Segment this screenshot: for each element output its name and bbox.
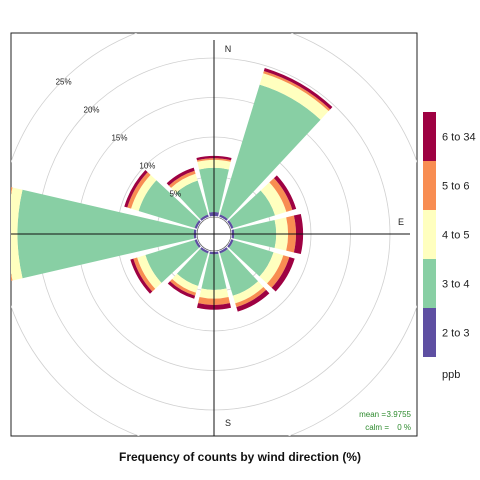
direction-axes bbox=[11, 40, 410, 436]
legend-swatch bbox=[423, 112, 436, 161]
radial-tick-label: 25% bbox=[56, 78, 72, 87]
wind-sector-segment bbox=[219, 247, 228, 254]
wind-sector-segment bbox=[228, 190, 276, 229]
legend-title: ppb bbox=[442, 369, 460, 381]
wind-sector-segment bbox=[194, 239, 201, 248]
wind-sector-segment bbox=[168, 170, 196, 188]
wind-sector-segment bbox=[127, 172, 151, 209]
direction-label-s: S bbox=[225, 418, 231, 428]
legend-label: 2 to 3 bbox=[442, 328, 470, 340]
wind-sector-segment bbox=[137, 254, 162, 289]
radial-tick-label: 5% bbox=[170, 189, 182, 198]
wind-sector-segment bbox=[1, 186, 9, 282]
wind-sector-segment bbox=[273, 175, 297, 211]
calm-label: calm = bbox=[365, 423, 389, 432]
calm-value: 0 % bbox=[397, 423, 411, 432]
wind-sector-segment bbox=[133, 257, 156, 292]
wind-sector-segment bbox=[169, 278, 197, 296]
wind-sector-segment bbox=[124, 170, 148, 208]
wind-sector-segment bbox=[219, 84, 321, 220]
mean-value: 3.9755 bbox=[387, 410, 412, 419]
wind-sector-segment bbox=[236, 289, 270, 312]
wind-sector-segment bbox=[259, 73, 329, 120]
radial-tick-label: 20% bbox=[84, 106, 100, 115]
radial-tick-label: 15% bbox=[111, 133, 127, 142]
wind-sector-segment bbox=[219, 214, 228, 221]
wind-sector-segment bbox=[145, 239, 200, 283]
wind-sector-segment bbox=[219, 248, 259, 296]
wind-sector-segment bbox=[200, 247, 209, 254]
legend-swatch bbox=[423, 210, 436, 259]
wind-sector-segment bbox=[227, 239, 234, 248]
wind-sector-segment bbox=[172, 273, 199, 293]
wind-sector-segment bbox=[138, 180, 200, 229]
legend-swatch bbox=[423, 308, 436, 357]
wind-sector-segment bbox=[131, 174, 157, 211]
chart-title: Frequency of counts by wind direction (%… bbox=[119, 450, 361, 464]
wind-sector-segment bbox=[200, 214, 209, 221]
wind-sector-segment bbox=[175, 180, 209, 220]
legend-label: 5 to 6 bbox=[442, 181, 470, 193]
wind-sector-segment bbox=[176, 248, 209, 286]
direction-label-e: E bbox=[398, 217, 404, 227]
wind-sector-segment bbox=[232, 281, 264, 304]
mean-label: mean = bbox=[359, 410, 386, 419]
legend-swatch bbox=[423, 259, 436, 308]
wind-sector-segment bbox=[260, 182, 287, 216]
direction-label-n: N bbox=[225, 44, 232, 54]
wind-sector-segment bbox=[235, 287, 267, 308]
legend-label: 4 to 5 bbox=[442, 230, 470, 242]
wind-sector-segment bbox=[194, 220, 201, 229]
legend-swatch bbox=[423, 161, 436, 210]
wind-sector-segment bbox=[259, 252, 284, 284]
legend: 6 to 34 5 to 6 4 to 5 3 to 4 2 to 3 bbox=[423, 112, 476, 357]
legend-label: 3 to 4 bbox=[442, 279, 470, 291]
wind-sector-segment bbox=[171, 173, 198, 194]
wind-sector-segment bbox=[269, 178, 293, 212]
wind-sector-segment bbox=[166, 167, 195, 186]
wind-sector-segment bbox=[228, 239, 274, 277]
wind-sector-segment bbox=[271, 257, 295, 292]
wind-sector-segment bbox=[167, 281, 196, 299]
wind-sector-segment bbox=[196, 158, 232, 162]
legend-label: 6 to 34 bbox=[442, 132, 476, 144]
wind-sector-segment bbox=[263, 67, 333, 110]
wind-sector-segment bbox=[227, 220, 234, 229]
wind-sector-segment bbox=[130, 258, 153, 294]
wind-sector-segment bbox=[267, 255, 290, 288]
radial-tick-labels: 5% 10% 15% 20% 25% bbox=[56, 78, 182, 199]
radial-tick-label: 10% bbox=[139, 161, 155, 170]
wind-sector-segment bbox=[263, 70, 331, 112]
